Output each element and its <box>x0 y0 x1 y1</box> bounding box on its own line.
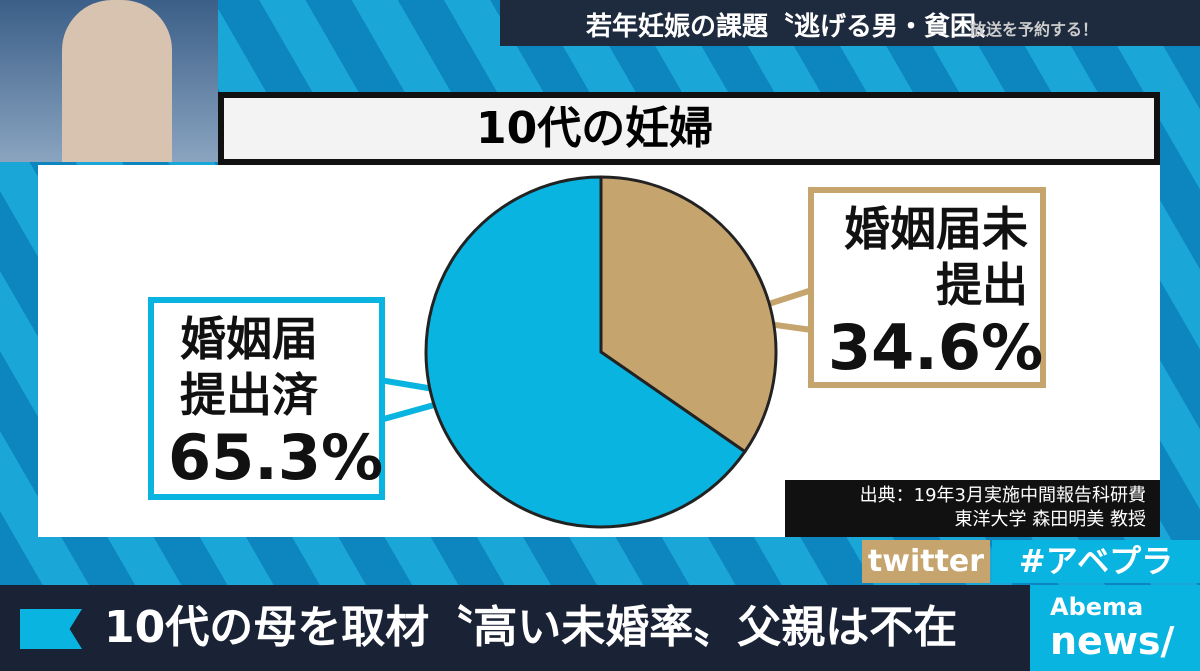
value-label: 34.6% <box>828 311 1044 384</box>
chart-title: 10代の妊婦 <box>224 98 1154 159</box>
anchor-video <box>0 0 218 162</box>
logo-top: Abema <box>1050 593 1144 621</box>
logo-bottom: news/ <box>1050 619 1175 663</box>
pie-slice <box>424 175 747 529</box>
callout: 婚姻届未提出 34.6% <box>808 187 1046 388</box>
slice-label: 婚姻届未提出 <box>844 202 1028 312</box>
slice-label: 婚姻届提出済 <box>180 312 318 422</box>
value-label: 65.3% <box>168 421 384 494</box>
pie-slice <box>599 175 778 454</box>
source: 出典：19年3月実施中間報告科研費 東洋大学 森田明美 教授 <box>785 480 1160 537</box>
source-line: 東洋大学 森田明美 教授 <box>954 509 1146 530</box>
flag-icon <box>20 609 82 649</box>
logo: Abema news/ <box>1030 585 1200 671</box>
title-bar: 10代の妊婦 <box>218 92 1160 165</box>
source-line: 出典：19年3月実施中間報告科研費 <box>859 485 1146 506</box>
headline-bar: 10代の母を取材〝高い未婚率〟父親は不在 <box>0 585 1030 671</box>
twitter-tag: twitter <box>862 540 990 583</box>
anchor <box>62 0 172 162</box>
overlay: 放送を予約する！ <box>970 20 1099 39</box>
topic: 若年妊娠の課題〝逃げる男・貧困〟 <box>586 12 1003 42</box>
top-banner: 若年妊娠の課題〝逃げる男・貧困〟 放送を予約する！ <box>500 0 1200 46</box>
callout: 婚姻届提出済 65.3% <box>148 297 385 500</box>
headline: 10代の母を取材〝高い未婚率〟父親は不在 <box>104 602 958 653</box>
hashtag: #アベプラ <box>992 540 1200 583</box>
